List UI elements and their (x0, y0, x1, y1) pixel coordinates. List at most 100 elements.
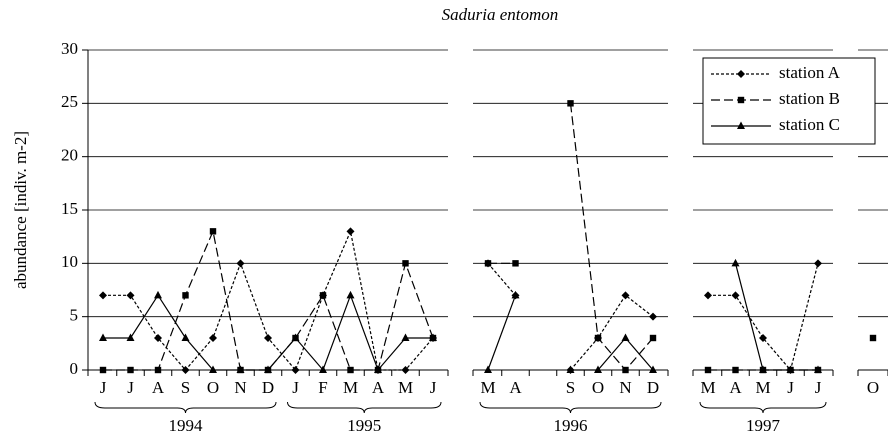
marker (512, 260, 519, 267)
marker (127, 366, 134, 374)
marker (236, 259, 245, 268)
marker (319, 365, 327, 373)
y-tick-label: 15 (61, 199, 78, 218)
series-line (708, 263, 819, 372)
x-tick-label: J (292, 378, 299, 397)
x-tick-label: J (815, 378, 822, 397)
marker (401, 366, 410, 374)
marker (704, 366, 712, 374)
y-tick-label: 25 (61, 92, 78, 111)
marker (401, 333, 410, 341)
marker (182, 292, 189, 299)
marker (347, 366, 354, 374)
group-brace (479, 401, 662, 414)
x-tick-label: J (100, 378, 107, 397)
marker (99, 333, 107, 341)
x-tick-label: A (152, 378, 165, 397)
series-line (103, 229, 434, 372)
marker (759, 334, 767, 342)
y-tick-label: 20 (61, 146, 78, 165)
legend-box (702, 57, 876, 145)
x-tick-label: D (262, 378, 274, 397)
marker (291, 366, 300, 374)
marker (291, 333, 300, 341)
marker (814, 365, 822, 373)
legend-label: station C (779, 115, 840, 134)
marker (126, 333, 135, 341)
x-tick-label: M (480, 378, 495, 397)
marker (99, 366, 107, 374)
series-line (570, 337, 654, 371)
x-tick-label: D (647, 378, 659, 397)
marker (649, 365, 657, 373)
marker (704, 291, 712, 300)
series-line (103, 229, 434, 371)
series-line (570, 294, 654, 371)
marker (566, 365, 575, 373)
chart-title: Saduria entomon (442, 5, 559, 24)
marker (814, 259, 822, 268)
x-tick-label: S (566, 378, 575, 397)
group-brace (94, 401, 277, 414)
group-label: 1995 (347, 416, 381, 435)
marker (402, 260, 409, 267)
legend-label: station A (779, 63, 841, 82)
marker (594, 365, 602, 373)
x-tick-label: A (372, 378, 385, 397)
x-tick-label: M (755, 378, 770, 397)
marker (181, 333, 190, 341)
legend-label: station B (779, 89, 840, 108)
y-tick-label: 0 (70, 359, 79, 378)
x-tick-label: O (207, 378, 219, 397)
marker (346, 290, 355, 299)
series-line (103, 293, 433, 372)
x-tick-label: F (318, 378, 327, 397)
marker (511, 290, 520, 299)
x-tick-label: M (700, 378, 715, 397)
marker (649, 312, 657, 321)
marker (154, 334, 162, 342)
marker (154, 290, 162, 299)
group-label: 1997 (746, 416, 781, 435)
x-tick-label: O (592, 378, 604, 397)
marker (621, 333, 630, 341)
marker (484, 365, 492, 373)
marker (209, 365, 217, 373)
series-line (569, 103, 654, 371)
y-axis-label: abundance [indiv. m-2] (11, 131, 30, 289)
marker (264, 365, 272, 373)
marker (374, 365, 382, 373)
group-label: 1996 (554, 416, 588, 435)
marker (319, 292, 327, 299)
x-tick-label: J (430, 378, 437, 397)
series-line (487, 262, 516, 296)
group-brace (699, 401, 827, 414)
marker (99, 291, 107, 300)
x-tick-label: A (509, 378, 522, 397)
series-line (487, 295, 517, 371)
x-tick-label: N (619, 378, 631, 397)
marker (181, 366, 190, 374)
marker (622, 366, 629, 374)
x-tick-label: S (181, 378, 190, 397)
marker (236, 365, 245, 373)
y-tick-label: 10 (61, 252, 78, 271)
marker (786, 365, 795, 373)
marker (154, 366, 162, 374)
series-line (734, 263, 818, 371)
marker (759, 365, 767, 373)
y-tick-label: 30 (61, 39, 78, 58)
marker (649, 334, 657, 342)
marker (126, 291, 135, 300)
x-tick-label: A (729, 378, 742, 397)
x-tick-label: O (867, 378, 879, 397)
x-tick-label: N (234, 378, 246, 397)
marker (209, 228, 217, 235)
marker (346, 227, 355, 236)
x-tick-label: J (127, 378, 134, 397)
marker (737, 70, 745, 78)
marker (731, 291, 740, 300)
marker (594, 334, 602, 342)
x-tick-label: M (343, 378, 358, 397)
